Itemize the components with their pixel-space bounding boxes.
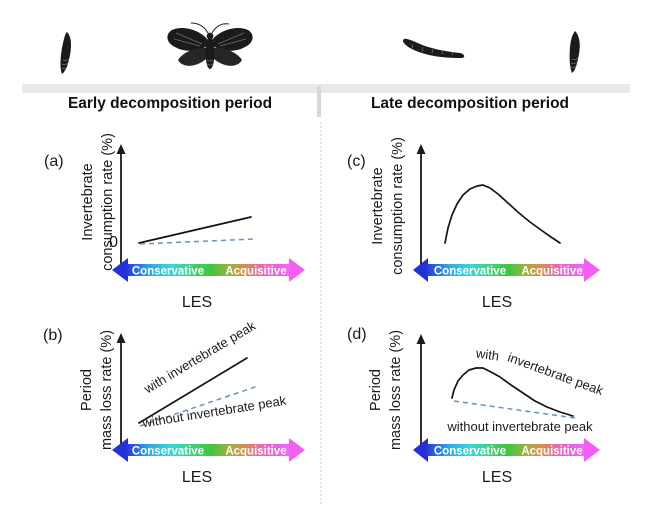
y-axis-label-line2: mass loss rate (%) [99,330,115,450]
pupa-icon [569,31,580,73]
y-axis-label-line2: mass loss rate (%) [388,330,404,450]
gradient-arrowhead-right [584,438,600,462]
y-axis-label-line1: Period [368,369,384,411]
gradient-arrowhead-left [413,258,428,282]
gradient-arrowhead-left [112,438,128,462]
conservative-label: Conservative [434,446,506,458]
y-axis-label-line2: consumption rate (%) [390,137,406,275]
without-peak-dashed-line [139,385,259,427]
y-axis-label-line1: Invertebrate [80,163,96,240]
y-axis-label-line1: Invertebrate [370,167,386,244]
without-peak-label: without invertebrate peak [140,393,287,431]
panel-d: (d) Period mass loss rate (%) with inver… [347,326,606,486]
panel-c: (c) Invertebrate consumption rate (%) Co… [347,137,600,311]
y-axis-arrowhead [116,144,126,154]
late-period-header: Late decomposition period [370,95,570,112]
y-axis-arrowhead [416,144,426,154]
y-axis-arrowhead [416,334,426,344]
y-axis-label-line1: Period [79,369,95,411]
gradient-arrowhead-left [413,438,428,462]
les-gradient-axis: Conservative Acquisitive [112,258,305,282]
acquisitive-label: Acquisitive [521,446,582,458]
without-peak-label: without invertebrate peak [446,419,593,434]
les-gradient-axis: Conservative Acquisitive [413,258,600,282]
early-period-header: Early decomposition period [67,95,273,112]
y-axis-arrowhead [116,333,126,343]
y-axis-label-line2: consumption rate (%) [100,133,116,271]
moth-icon [167,22,253,69]
panel-letter: (d) [347,326,367,343]
header-divider [317,86,321,117]
gradient-arrowhead-right [584,258,600,282]
with-peak-hump-curve [451,367,574,417]
gradient-arrowhead-left [112,258,128,282]
with-peak-label-part1: with [474,345,500,363]
panel-a: (a) Invertebrate consumption rate (%) 0 … [44,133,305,311]
x-axis-label: LES [182,294,212,311]
panel-b: (b) Period mass loss rate (%) with inver… [43,318,305,486]
panel-letter: (b) [43,327,63,344]
acquisitive-label: Acquisitive [225,446,286,458]
les-gradient-axis: Conservative Acquisitive [112,438,305,462]
pupa-icon [60,32,71,74]
x-axis-label: LES [482,294,512,311]
with-peak-label: with invertebrate peak [140,318,258,397]
les-gradient-axis: Conservative Acquisitive [413,438,600,462]
x-axis-label: LES [482,469,512,486]
consumption-hump-curve [444,184,561,244]
conservative-label: Conservative [132,446,204,458]
gradient-bar [126,264,289,276]
acquisitive-label: Acquisitive [225,266,286,278]
gradient-bar [426,264,584,276]
reference-dashed-line [139,238,255,245]
gradient-arrowhead-right [289,438,305,462]
without-peak-dashed-line [453,400,576,419]
acquisitive-label: Acquisitive [521,266,582,278]
caterpillar-icon [403,38,465,58]
gradient-bar [426,444,584,456]
zero-tick-label: 0 [109,234,118,251]
column-divider-dotted [320,122,322,504]
x-axis-label: LES [182,469,212,486]
top-divider-band [22,84,630,93]
gradient-arrowhead-right [289,258,305,282]
panel-letter: (a) [44,153,64,170]
with-peak-line [138,357,248,424]
conservative-label: Conservative [434,266,506,278]
gradient-bar [126,444,289,456]
consumption-line [138,216,252,244]
conservative-label: Conservative [132,266,204,278]
panel-letter: (c) [347,153,366,170]
